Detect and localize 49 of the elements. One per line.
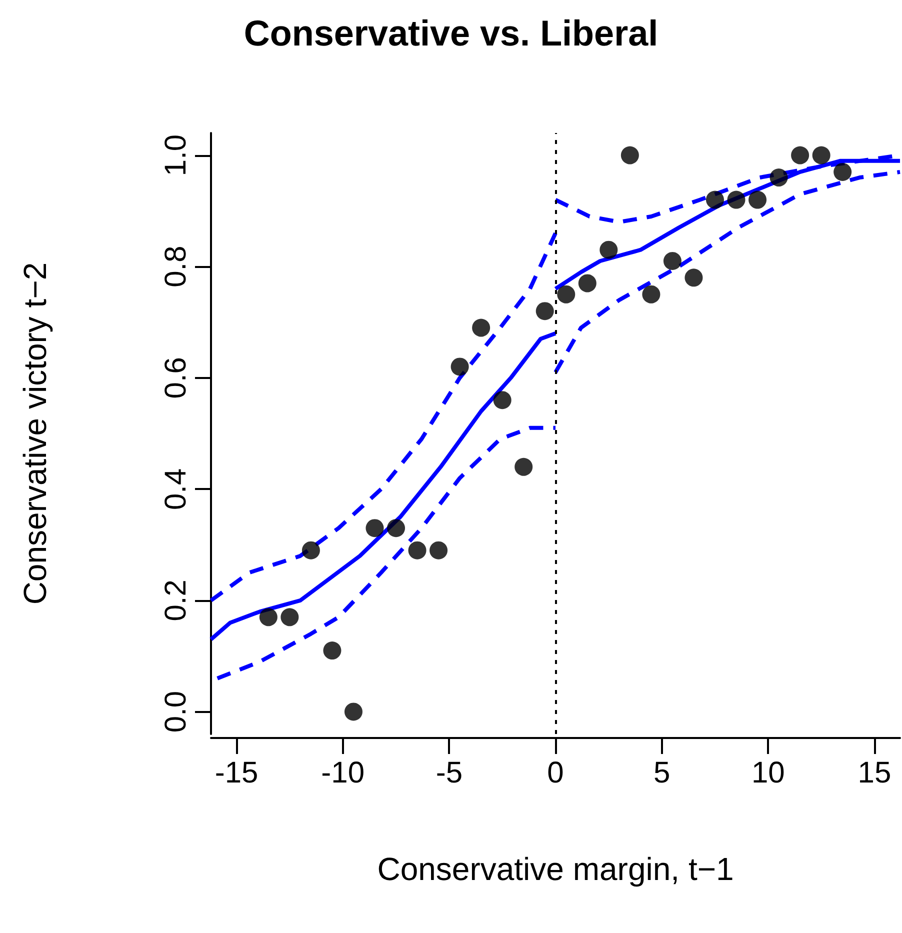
point xyxy=(450,358,469,376)
point xyxy=(684,268,703,287)
point xyxy=(472,318,490,337)
x-axis-title: Conservative margin, t−1 xyxy=(377,851,734,887)
point xyxy=(493,391,512,410)
y-tick-label: 0.0 xyxy=(160,690,192,733)
point xyxy=(706,190,724,209)
point xyxy=(791,146,810,164)
point xyxy=(302,541,320,560)
point xyxy=(727,190,746,209)
y-tick-label: 0.2 xyxy=(160,580,192,622)
point xyxy=(578,274,596,292)
y-axis-title: Conservative victory t−2 xyxy=(17,262,53,605)
point xyxy=(366,519,384,538)
line-series xyxy=(554,158,902,291)
point xyxy=(514,458,533,476)
line-series xyxy=(554,170,902,374)
point xyxy=(387,519,406,538)
line-series xyxy=(209,231,558,602)
y-tick-label: 1.0 xyxy=(160,134,192,176)
point xyxy=(770,168,788,187)
point xyxy=(620,146,639,164)
point xyxy=(600,240,618,259)
point xyxy=(323,642,342,660)
y-tick-label: 0.6 xyxy=(160,356,192,399)
point xyxy=(663,252,682,270)
point xyxy=(430,541,448,560)
y-tick-label: 0.4 xyxy=(160,468,192,510)
x-tick-label: -5 xyxy=(436,756,463,790)
y-tick-label: 0.8 xyxy=(160,246,192,288)
point xyxy=(259,608,278,626)
point xyxy=(642,285,660,304)
x-tick-label: 0 xyxy=(547,756,564,790)
line-series xyxy=(215,426,558,680)
point xyxy=(280,608,299,626)
point xyxy=(557,285,576,304)
x-tick-label: 5 xyxy=(653,756,670,790)
x-tick-label: -10 xyxy=(321,756,365,790)
point xyxy=(536,302,554,320)
point xyxy=(344,702,362,721)
x-tick-label: 15 xyxy=(858,756,892,790)
line-series xyxy=(209,331,558,642)
x-tick-label: -15 xyxy=(214,756,258,790)
point xyxy=(812,146,830,164)
chart-title: Conservative vs. Liberal xyxy=(244,12,658,54)
point xyxy=(748,190,767,209)
point xyxy=(834,162,852,181)
point xyxy=(408,541,426,560)
x-tick-label: 10 xyxy=(751,756,785,790)
